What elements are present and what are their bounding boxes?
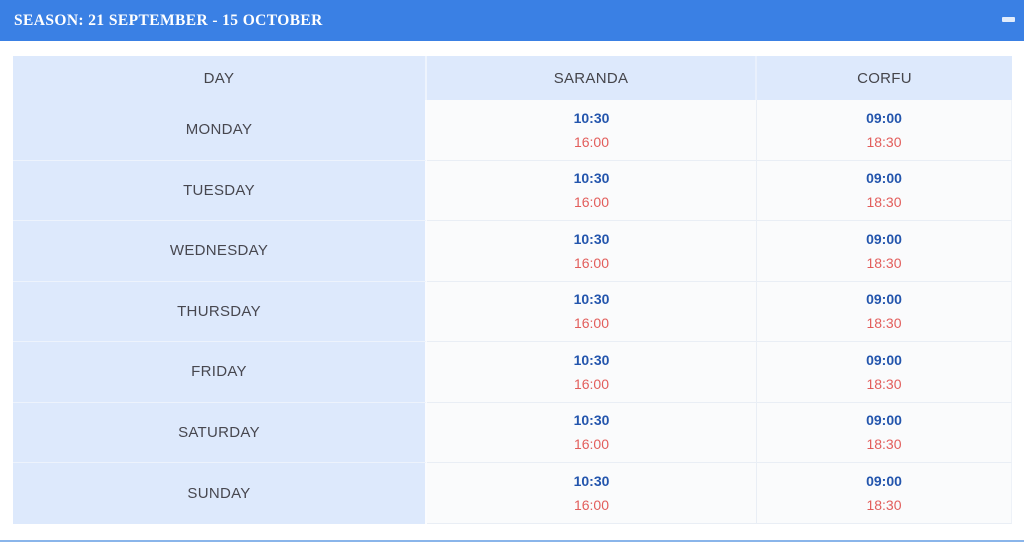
table-row: WEDNESDAY 10:30 16:00 09:00 18:30 [13, 221, 1012, 282]
corfu-times-cell: 09:00 18:30 [757, 342, 1012, 403]
saranda-return-time: 16:00 [573, 194, 610, 211]
table-row: SATURDAY 10:30 16:00 09:00 18:30 [13, 402, 1012, 463]
saranda-departure-time: 10:30 [573, 230, 610, 247]
season-accordion-header[interactable]: SEASON: 21 SEPTEMBER - 15 OCTOBER [0, 0, 1024, 41]
saranda-times-cell: 10:30 16:00 [427, 342, 757, 403]
saranda-return-time: 16:00 [573, 375, 610, 392]
saranda-departure-time: 10:30 [573, 109, 610, 126]
ferry-schedule-table: DAY SARANDA CORFU MONDAY 10:30 16:00 09:00 1… [13, 56, 1012, 524]
day-cell: TUESDAY [13, 160, 427, 221]
corfu-departure-time: 09:00 [866, 170, 902, 187]
column-header-saranda: SARANDA [427, 56, 757, 100]
table-row: TUESDAY 10:30 16:00 09:00 18:30 [13, 160, 1012, 221]
saranda-return-time: 16:00 [573, 436, 610, 453]
corfu-departure-time: 09:00 [866, 291, 902, 308]
corfu-times-cell: 09:00 18:30 [757, 463, 1012, 524]
day-cell: THURSDAY [13, 281, 427, 342]
table-header-row: DAY SARANDA CORFU [13, 56, 1012, 100]
corfu-departure-time: 09:00 [866, 230, 902, 247]
next-section-divider [0, 540, 1024, 542]
corfu-return-time: 18:30 [866, 375, 902, 392]
saranda-return-time: 16:00 [573, 315, 610, 332]
corfu-return-time: 18:30 [866, 254, 902, 271]
day-cell: WEDNESDAY [13, 221, 427, 282]
saranda-return-time: 16:00 [573, 496, 610, 513]
corfu-return-time: 18:30 [866, 194, 902, 211]
corfu-times-cell: 09:00 18:30 [757, 281, 1012, 342]
table-row: MONDAY 10:30 16:00 09:00 18:30 [13, 100, 1012, 161]
day-cell: MONDAY [13, 100, 427, 161]
corfu-departure-time: 09:00 [866, 412, 902, 429]
day-cell: SUNDAY [13, 463, 427, 524]
corfu-return-time: 18:30 [866, 436, 902, 453]
corfu-times-cell: 09:00 18:30 [757, 160, 1012, 221]
column-header-corfu: CORFU [757, 56, 1012, 100]
day-cell: SATURDAY [13, 402, 427, 463]
schedule-body: MONDAY 10:30 16:00 09:00 18:30 TUESDAY 10:30 16… [13, 100, 1012, 524]
corfu-departure-time: 09:00 [866, 109, 902, 126]
saranda-times-cell: 10:30 16:00 [427, 221, 757, 282]
saranda-return-time: 16:00 [573, 133, 610, 150]
table-row: FRIDAY 10:30 16:00 09:00 18:30 [13, 342, 1012, 403]
saranda-times-cell: 10:30 16:00 [427, 281, 757, 342]
table-row: THURSDAY 10:30 16:00 09:00 18:30 [13, 281, 1012, 342]
corfu-times-cell: 09:00 18:30 [757, 100, 1012, 161]
corfu-return-time: 18:30 [866, 496, 902, 513]
saranda-times-cell: 10:30 16:00 [427, 402, 757, 463]
saranda-departure-time: 10:30 [573, 291, 610, 308]
season-title: SEASON: 21 SEPTEMBER - 15 OCTOBER [14, 12, 323, 29]
minus-icon[interactable] [1002, 17, 1015, 22]
saranda-return-time: 16:00 [573, 254, 610, 271]
saranda-times-cell: 10:30 16:00 [427, 100, 757, 161]
corfu-times-cell: 09:00 18:30 [757, 402, 1012, 463]
corfu-times-cell: 09:00 18:30 [757, 221, 1012, 282]
table-row: SUNDAY 10:30 16:00 09:00 18:30 [13, 463, 1012, 524]
saranda-departure-time: 10:30 [573, 472, 610, 489]
corfu-return-time: 18:30 [866, 315, 902, 332]
saranda-departure-time: 10:30 [573, 412, 610, 429]
corfu-departure-time: 09:00 [866, 472, 902, 489]
column-header-day: DAY [13, 56, 427, 100]
corfu-return-time: 18:30 [866, 133, 902, 150]
saranda-times-cell: 10:30 16:00 [427, 160, 757, 221]
day-cell: FRIDAY [13, 342, 427, 403]
corfu-departure-time: 09:00 [866, 351, 902, 368]
saranda-departure-time: 10:30 [573, 170, 610, 187]
saranda-departure-time: 10:30 [573, 351, 610, 368]
saranda-times-cell: 10:30 16:00 [427, 463, 757, 524]
